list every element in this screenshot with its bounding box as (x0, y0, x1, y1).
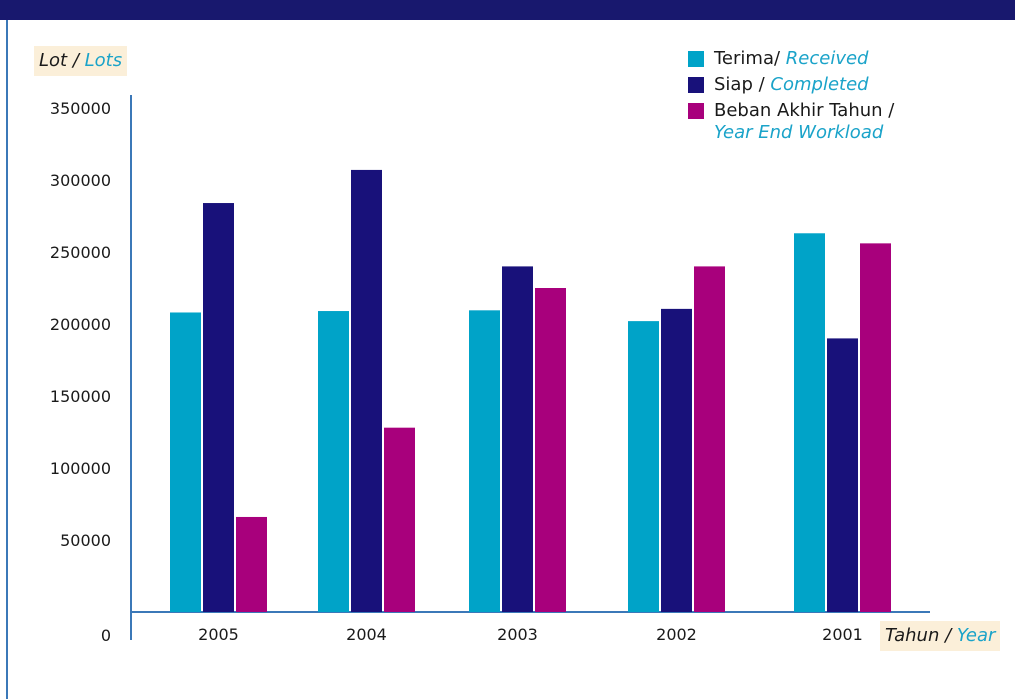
y-tick-label: 50000 (60, 531, 111, 550)
legend-label-received: Terima/ Received (714, 48, 869, 70)
bar-completed-2002 (661, 308, 692, 612)
x-tick-label: 2001 (822, 625, 863, 644)
bar-received-2005 (170, 312, 201, 612)
y-tick-label: 150000 (50, 387, 111, 406)
y-axis-unit-label: Lot / Lots (34, 46, 128, 76)
legend-label-completed-primary: Siap / (714, 74, 765, 95)
legend-label-completed-secondary: Completed (770, 74, 869, 95)
x-tick-label: 2004 (346, 625, 387, 644)
bar-received-2004 (318, 311, 349, 612)
left-border-rule (6, 20, 8, 699)
y-axis-unit-primary: Lot / (39, 50, 79, 71)
legend-label-workload-secondary: Year End Workload (714, 122, 884, 143)
y-tick-label: 300000 (50, 171, 111, 190)
x-axis-unit-label: Tahun / Year (880, 621, 1001, 651)
bar-received-2003 (469, 310, 500, 612)
bar-year-end-workload-2002 (694, 266, 725, 612)
y-tick-label: 100000 (50, 459, 111, 478)
y-tick-label: 0 (101, 626, 111, 645)
legend-swatch-year-end-workload (688, 103, 704, 119)
legend-label-year-end-workload: Beban Akhir Tahun / Year End Workload (714, 100, 934, 144)
x-axis-unit-secondary: Year (956, 625, 996, 646)
bar-received-2002 (628, 321, 659, 612)
bar-received-2001 (794, 233, 825, 612)
bar-completed-2004 (351, 169, 382, 613)
legend-label-received-primary: Terima/ (714, 48, 781, 69)
legend-swatch-completed (688, 77, 704, 93)
y-axis-unit-secondary: Lots (84, 50, 123, 71)
top-header-band (0, 0, 1022, 20)
x-tick-label: 2002 (656, 625, 697, 644)
bar-completed-2001 (827, 338, 858, 612)
bar-year-end-workload-2004 (384, 427, 415, 612)
bar-year-end-workload-2001 (860, 243, 891, 613)
y-tick-label: 350000 (50, 99, 111, 118)
legend-label-workload-primary: Beban Akhir Tahun / (714, 100, 895, 121)
legend-swatch-received (688, 51, 704, 67)
x-axis-unit-primary: Tahun / (885, 625, 952, 646)
y-tick-label: 250000 (50, 243, 111, 262)
bar-year-end-workload-2003 (535, 288, 566, 612)
bar-completed-2003 (502, 266, 533, 612)
x-tick-label: 2003 (497, 625, 538, 644)
bar-year-end-workload-2005 (236, 516, 267, 612)
y-tick-label: 200000 (50, 315, 111, 334)
legend-label-received-secondary: Received (785, 48, 869, 69)
bar-completed-2005 (203, 203, 234, 613)
x-tick-label: 2005 (198, 625, 239, 644)
legend-label-completed: Siap / Completed (714, 74, 869, 96)
header-edge (1015, 0, 1022, 20)
